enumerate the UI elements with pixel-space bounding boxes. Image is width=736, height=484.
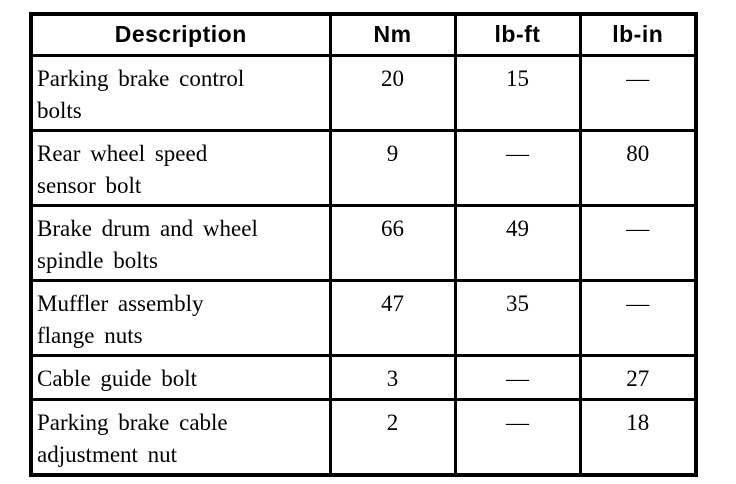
description-line-1: Brake drum and wheel [37,215,258,241]
description-cell: Brake drum and wheel spindle bolts [29,203,332,282]
nm-cell: 2 [328,397,457,477]
column-header-description: Description [29,12,332,57]
lbft-cell: 15 [453,53,582,132]
lbft-cell: 35 [453,278,582,357]
column-header-lbft: lb-ft [453,12,582,57]
table-row: Brake drum and wheel spindle bolts 66 49… [29,203,698,282]
lbft-cell: 49 [453,203,582,282]
nm-cell: 9 [328,128,457,207]
table-row: Cable guide bolt 3 — 27 [29,353,698,401]
nm-cell: 47 [328,278,457,357]
column-header-nm: Nm [328,12,457,57]
description-line-1: Muffler assembly [37,290,204,316]
description-line-1: Cable guide bolt [37,365,198,391]
lbin-cell: — [578,203,698,282]
description-line-2: flange nuts [37,322,143,348]
torque-spec-table: Description Nm lb-ft lb-in Parking brake… [29,12,698,477]
table-row: Parking brake control bolts 20 15 — [29,53,698,132]
nm-cell: 3 [328,353,457,401]
nm-cell: 20 [328,53,457,132]
description-cell: Rear wheel speed sensor bolt [29,128,332,207]
description-line-2: spindle bolts [37,247,158,273]
lbft-cell: — [453,353,582,401]
description-cell: Muffler assembly flange nuts [29,278,332,357]
lbin-cell: — [578,53,698,132]
description-line-2: adjustment nut [37,441,178,467]
description-cell: Parking brake cable adjustment nut [29,397,332,477]
description-line-1: Parking brake control [37,65,245,91]
header-row: Description Nm lb-ft lb-in [29,12,698,57]
lbin-cell: 18 [578,397,698,477]
description-cell: Cable guide bolt [29,353,332,401]
description-line-2: bolts [37,97,82,123]
nm-cell: 66 [328,203,457,282]
description-line-1: Parking brake cable [37,409,228,435]
table-row: Rear wheel speed sensor bolt 9 — 80 [29,128,698,207]
lbin-cell: 80 [578,128,698,207]
description-cell: Parking brake control bolts [29,53,332,132]
lbin-cell: — [578,278,698,357]
table-row: Muffler assembly flange nuts 47 35 — [29,278,698,357]
table-row: Parking brake cable adjustment nut 2 — 1… [29,397,698,477]
lbin-cell: 27 [578,353,698,401]
torque-spec-table-container: Description Nm lb-ft lb-in Parking brake… [29,12,698,477]
description-line-1: Rear wheel speed [37,140,208,166]
lbft-cell: — [453,397,582,477]
column-header-lbin: lb-in [578,12,698,57]
lbft-cell: — [453,128,582,207]
description-line-2: sensor bolt [37,172,142,198]
